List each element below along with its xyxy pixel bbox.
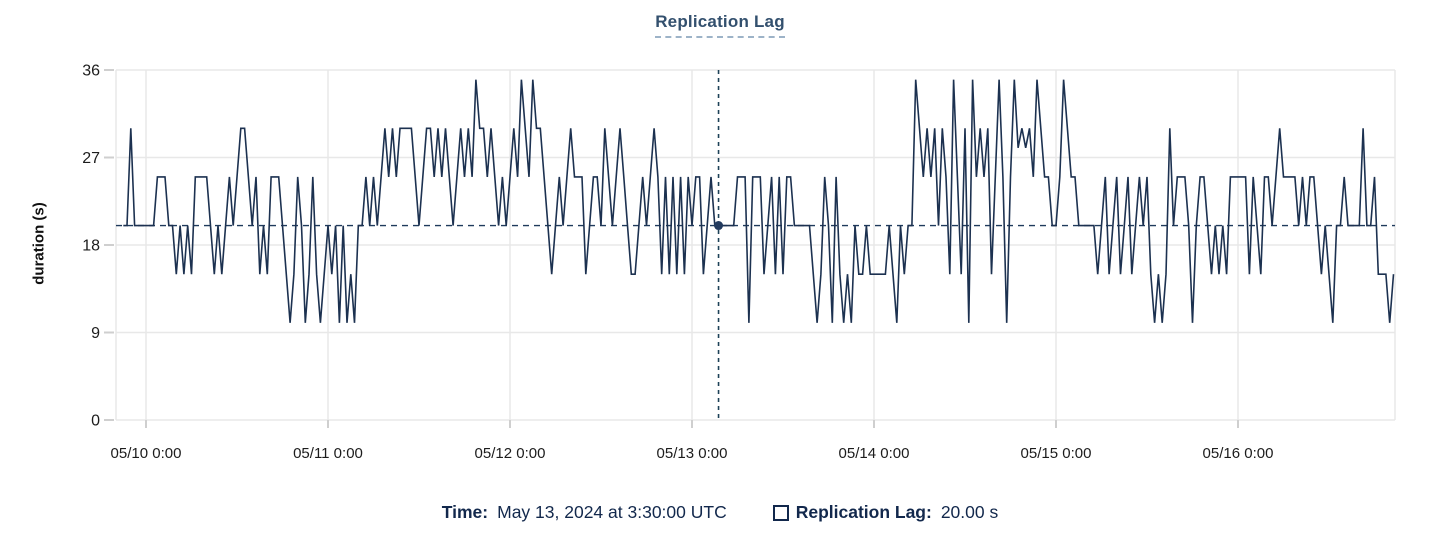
series-swatch-icon <box>772 504 789 521</box>
tooltip-time: Time: May 13, 2024 at 3:30:00 UTC <box>442 502 727 523</box>
y-tick-label: 9 <box>91 325 100 342</box>
replication-lag-series-line[interactable] <box>123 79 1395 323</box>
x-tick-label: 05/11 0:00 <box>293 445 363 462</box>
time-value: May 13, 2024 at 3:30:00 UTC <box>497 502 727 522</box>
crosshair-dot <box>714 221 724 231</box>
chart-title[interactable]: Replication Lag <box>655 12 785 38</box>
x-tick-label: 05/16 0:00 <box>1203 445 1274 462</box>
series-label: Replication Lag: <box>795 502 932 522</box>
time-label: Time: <box>441 502 489 522</box>
x-tick-label: 05/13 0:00 <box>657 445 728 462</box>
tooltip-series: Replication Lag: 20.00 s <box>772 502 999 523</box>
y-tick-label: 27 <box>82 150 100 167</box>
y-gridlines-and-ticks: 0 9 18 27 36 <box>82 63 1395 430</box>
y-tick-label: 36 <box>82 63 100 80</box>
y-tick-label: 18 <box>82 238 100 255</box>
x-tick-label: 05/10 0:00 <box>111 445 182 462</box>
x-tick-label: 05/12 0:00 <box>475 445 546 462</box>
x-gridlines-and-ticks: 05/10 0:00 05/11 0:00 05/12 0:00 05/13 0:00… <box>111 70 1274 462</box>
series-value: 20.00 s <box>940 502 999 522</box>
tooltip-legend: Time: May 13, 2024 at 3:30:00 UTC Replic… <box>0 502 1440 523</box>
x-tick-label: 05/15 0:00 <box>1021 445 1092 462</box>
y-tick-label: 0 <box>91 413 100 430</box>
chart-header: Replication Lag <box>0 12 1440 38</box>
x-tick-label: 05/14 0:00 <box>839 445 910 462</box>
